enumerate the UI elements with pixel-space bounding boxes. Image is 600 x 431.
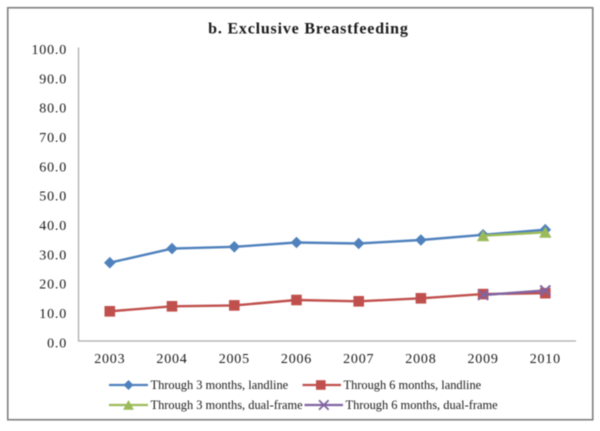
svg-text:2007: 2007 bbox=[343, 352, 374, 367]
svg-text:2006: 2006 bbox=[281, 352, 312, 367]
svg-text:40.0: 40.0 bbox=[39, 219, 67, 234]
svg-text:60.0: 60.0 bbox=[39, 160, 67, 175]
svg-text:80.0: 80.0 bbox=[39, 102, 67, 117]
svg-text:2008: 2008 bbox=[405, 352, 436, 367]
svg-text:2005: 2005 bbox=[219, 352, 250, 367]
svg-text:90.0: 90.0 bbox=[39, 72, 67, 87]
svg-text:Through 6 months, dual-frame: Through 6 months, dual-frame bbox=[346, 398, 499, 412]
svg-text:2010: 2010 bbox=[530, 352, 561, 367]
svg-text:Through 6 months, landline: Through 6 months, landline bbox=[344, 378, 482, 392]
svg-text:0.0: 0.0 bbox=[47, 336, 67, 351]
svg-text:30.0: 30.0 bbox=[39, 248, 67, 263]
svg-text:100.0: 100.0 bbox=[32, 43, 68, 58]
svg-text:2004: 2004 bbox=[156, 352, 187, 367]
svg-text:20.0: 20.0 bbox=[39, 278, 67, 293]
svg-text:70.0: 70.0 bbox=[39, 131, 67, 146]
svg-text:10.0: 10.0 bbox=[39, 307, 67, 322]
svg-text:2003: 2003 bbox=[94, 352, 125, 367]
svg-text:b. Exclusive Breastfeeding: b. Exclusive Breastfeeding bbox=[208, 21, 409, 38]
svg-text:2009: 2009 bbox=[467, 352, 498, 367]
svg-text:Through 3 months, landline: Through 3 months, landline bbox=[151, 378, 289, 392]
svg-text:50.0: 50.0 bbox=[39, 190, 67, 205]
svg-text:Through 3 months, dual-frame: Through 3 months, dual-frame bbox=[151, 398, 304, 412]
